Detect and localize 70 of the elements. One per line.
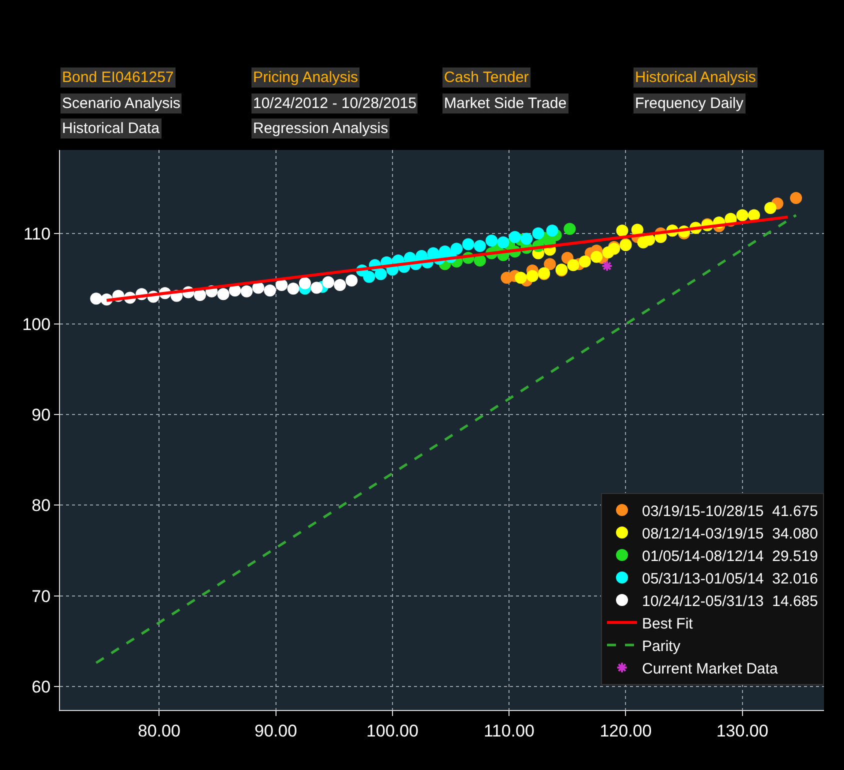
point [363, 270, 376, 283]
point [497, 236, 510, 248]
x-tick-label: 120.00 [600, 721, 652, 740]
point [287, 282, 300, 295]
text: Scenario Analysis [62, 95, 180, 112]
point [298, 277, 311, 290]
point [217, 288, 230, 300]
point [486, 234, 498, 247]
x-tick-label: 80.00 [138, 721, 180, 740]
y-tick-label: 110 [23, 224, 51, 244]
x-tick-label: 100.00 [366, 721, 418, 740]
text: Market Side Trade [444, 95, 567, 112]
point [474, 254, 486, 267]
legend-label: 03/19/15-10/28/15 41.675 [642, 502, 818, 520]
point [764, 202, 776, 214]
point [567, 259, 580, 272]
y-tick-label: 80 [32, 496, 51, 516]
point [590, 250, 603, 263]
text: Frequency Daily [635, 95, 744, 112]
point [450, 242, 463, 255]
text: Cash Tender [444, 69, 529, 86]
point [520, 232, 533, 245]
point [616, 224, 628, 237]
point [546, 224, 558, 237]
point [564, 222, 576, 235]
legend-label: 05/31/13-01/05/14 32.016 [642, 570, 818, 588]
point [322, 276, 334, 288]
point [514, 272, 527, 284]
point [526, 270, 538, 282]
y-tick-label: 70 [32, 586, 51, 606]
point [194, 288, 206, 301]
legend-label: Best Fit [642, 615, 694, 632]
point [462, 238, 474, 250]
y-tick-label: 90 [32, 406, 51, 425]
point [508, 230, 521, 243]
legend-label: Parity [642, 638, 681, 655]
text: 10/24/2012 - 10/28/2015 [253, 95, 416, 112]
legend-label: Current Market Data [642, 660, 779, 678]
point [264, 284, 276, 296]
point [228, 284, 241, 296]
point [334, 279, 346, 292]
point [748, 209, 760, 222]
text: Historical Data [62, 120, 160, 137]
x-tick-label: 90.00 [254, 721, 298, 740]
point [276, 279, 288, 292]
x-tick-label: 130.00 [716, 721, 768, 740]
text: Historical Analysis [635, 69, 756, 86]
point [374, 268, 387, 280]
point [631, 224, 644, 236]
legend-label: 10/24/12-05/31/13 14.685 [642, 592, 818, 610]
point [346, 274, 358, 286]
point [601, 260, 613, 272]
y-tick-label: 60 [32, 677, 51, 696]
legend-label: 01/05/14-08/12/14 29.519 [642, 548, 818, 565]
point [578, 255, 591, 268]
point [474, 240, 486, 252]
point [240, 285, 253, 298]
point [532, 227, 544, 240]
point [544, 258, 556, 270]
x-tick-label: 110.00 [484, 721, 534, 740]
text: Bond EI0461257 [62, 69, 174, 86]
legend-label: 08/12/14-03/19/15 34.080 [642, 525, 818, 542]
y-tick-label: 100 [22, 314, 51, 334]
point [90, 292, 102, 305]
point [736, 209, 748, 222]
point [790, 192, 802, 204]
point [252, 282, 264, 294]
point [310, 282, 323, 294]
text: Pricing Analysis [253, 69, 358, 86]
text: Regression Analysis [253, 120, 388, 137]
